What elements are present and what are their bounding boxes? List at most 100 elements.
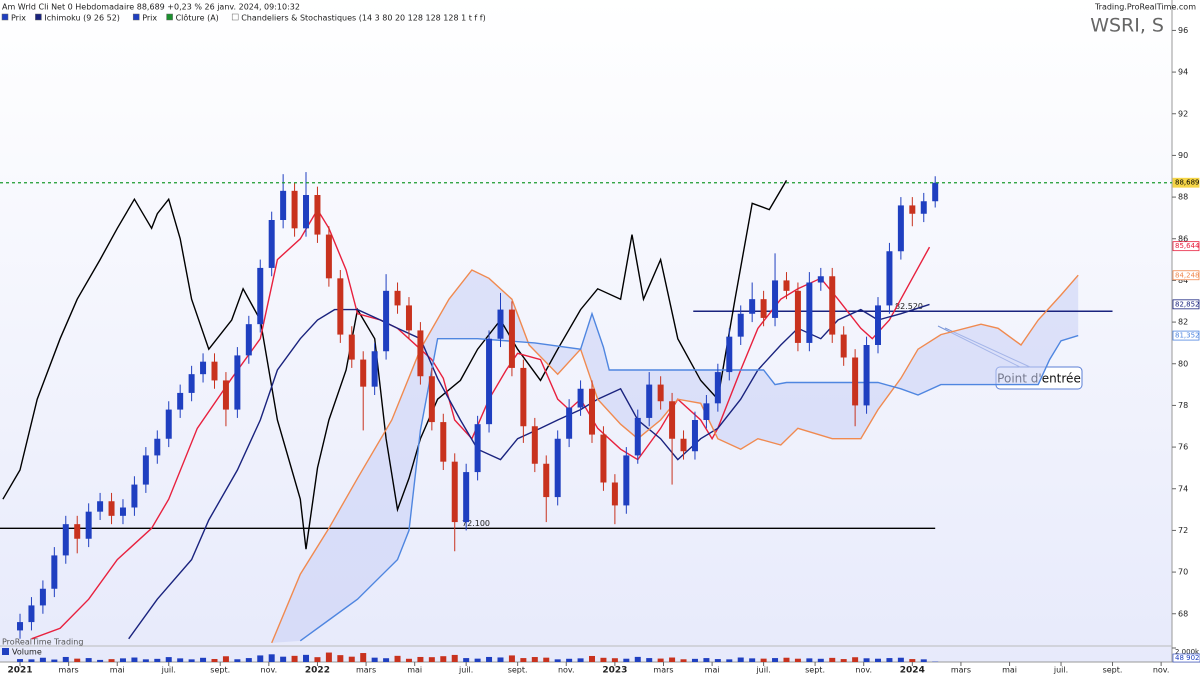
volume-bar xyxy=(451,654,458,662)
legend-swatch xyxy=(35,13,42,21)
candle-body xyxy=(188,374,195,393)
volume-bar xyxy=(474,658,481,662)
x-tick-label: juil. xyxy=(755,666,770,675)
volume-bar xyxy=(691,658,698,662)
volume-bar xyxy=(611,658,618,662)
price-label-box xyxy=(1172,330,1200,341)
x-tick-label: mars xyxy=(356,666,376,675)
price-label: 84,248 xyxy=(1175,271,1200,279)
y-tick-label: 88 xyxy=(1178,193,1188,202)
y-tick-label: 92 xyxy=(1178,109,1188,118)
volume-bar xyxy=(39,657,46,662)
candle-body xyxy=(623,455,630,506)
candle-body xyxy=(200,361,207,375)
candle-body xyxy=(772,280,779,318)
indicator-line xyxy=(2,180,788,550)
candle-body xyxy=(886,251,893,306)
volume-bar xyxy=(165,657,172,662)
candle-body xyxy=(817,276,824,283)
volume-bar xyxy=(177,658,184,662)
candle-body xyxy=(737,313,744,337)
x-tick-label: nov. xyxy=(261,666,278,675)
volume-bar xyxy=(817,658,824,662)
volume-bar xyxy=(394,655,401,662)
candle-body xyxy=(863,345,870,406)
price-label: 88,689 xyxy=(1175,179,1200,187)
x-tick-label: 2021 xyxy=(7,666,32,675)
price-label: 85,644 xyxy=(1175,242,1200,250)
volume-bar xyxy=(783,657,790,662)
volume-bar xyxy=(234,659,241,662)
candle-body xyxy=(554,438,561,498)
x-tick-label: mars xyxy=(59,666,79,675)
candle-body xyxy=(669,401,676,439)
price-label-box xyxy=(1172,270,1200,281)
volume-bar xyxy=(657,658,664,662)
volume-bar xyxy=(62,656,69,662)
candle-body xyxy=(909,205,916,214)
candle-body xyxy=(794,290,801,343)
candle-body xyxy=(142,455,149,485)
volume-bar xyxy=(852,657,859,662)
volume-bar xyxy=(714,659,721,662)
legend-swatch xyxy=(132,13,140,21)
volume-bar xyxy=(360,653,367,662)
candle-body xyxy=(268,220,275,268)
volume-last-label: 48 902 xyxy=(1175,654,1200,662)
x-tick-label: juil. xyxy=(1053,666,1068,675)
volume-bar xyxy=(794,658,801,662)
volume-bar xyxy=(737,657,744,662)
chart-title: Am Wrld Cli Net 0 Hebdomadaire 88,689 +0… xyxy=(2,3,300,12)
legend-swatch xyxy=(231,13,239,21)
candle-body xyxy=(234,355,241,410)
candle-body xyxy=(577,388,584,408)
volume-bar xyxy=(405,658,412,662)
y-tick-label: 70 xyxy=(1178,568,1188,577)
candle-body xyxy=(303,195,310,229)
volume-bar xyxy=(463,658,470,662)
x-tick-label: 2022 xyxy=(305,666,330,675)
volume-bar xyxy=(348,656,355,662)
volume-bar xyxy=(703,658,710,662)
volume-bar xyxy=(623,658,630,662)
volume-bar xyxy=(589,655,596,662)
symbol: WSRI, S xyxy=(1090,15,1164,37)
candle-body xyxy=(760,299,767,318)
candle-body xyxy=(829,276,836,335)
volume-bar xyxy=(760,658,767,662)
volume-bar xyxy=(543,657,550,662)
volume-bar xyxy=(222,656,229,662)
legend-label: Chandeliers & Stochastiques (14 3 80 20 … xyxy=(241,14,486,23)
x-tick-label: 2024 xyxy=(900,666,925,675)
x-tick-label: 2023 xyxy=(602,666,627,675)
y-tick-label: 76 xyxy=(1178,443,1188,452)
candle-body xyxy=(703,403,710,420)
candle-body xyxy=(291,190,298,229)
price-label: 82,852 xyxy=(1175,300,1200,308)
x-tick-label: nov. xyxy=(558,666,575,675)
y-tick-label: 96 xyxy=(1178,26,1188,35)
x-tick-label: juil. xyxy=(161,666,176,675)
x-tick-label: mai xyxy=(705,666,720,675)
volume-bar xyxy=(508,655,515,662)
candle-body xyxy=(428,376,435,423)
x-tick-label: sept. xyxy=(210,666,230,675)
candle-body xyxy=(85,511,92,539)
candle-body xyxy=(806,282,813,343)
candle-body xyxy=(280,190,287,220)
candle-body xyxy=(726,336,733,373)
candle-body xyxy=(28,605,35,623)
candle-body xyxy=(245,324,252,356)
candle-body xyxy=(589,388,596,435)
candle-body xyxy=(508,309,515,368)
candle-body xyxy=(325,234,332,279)
volume-bar xyxy=(417,656,424,662)
y-tick-label: 90 xyxy=(1178,151,1188,160)
candle-body xyxy=(177,392,184,410)
candle-body xyxy=(497,309,504,339)
volume-bar xyxy=(211,658,218,662)
legend-label: Prix xyxy=(11,14,26,23)
candle-body xyxy=(108,501,115,516)
volume-bar xyxy=(646,658,653,662)
candle-body xyxy=(897,205,904,252)
